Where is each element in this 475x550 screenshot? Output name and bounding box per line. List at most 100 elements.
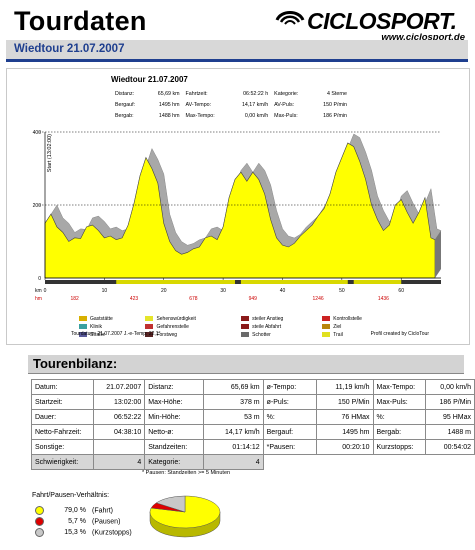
x-tick-label: 0 [44,288,47,294]
x-tick-label: 30 [220,288,226,294]
legend-item: Straße [77,331,143,339]
ratio-percent: 15,3 % [64,529,86,537]
legend-item: steile Abfahrt [239,323,320,331]
pie-slice [155,495,186,513]
legend-item: Gaststätte [77,315,143,323]
summary-label: Kategorie: [144,454,204,470]
legend-item: Schotter [239,331,320,339]
summary-label: Datum: [31,379,94,395]
legend-symbol-icon [145,324,154,330]
ratio-color-icon [35,528,44,537]
elevation-chart: 400 200 0 Start (13:02:00) 0 10 20 30 40 50 60 km hm… [33,130,442,302]
summary-value: 53 m [202,409,264,425]
x-tick-label: 20 [161,288,167,294]
legend-symbol-icon [322,324,331,330]
legend-label: Schotter [252,332,271,338]
summary-value [92,439,146,455]
x-tick-label: 60 [398,288,404,294]
legend-item: Klinik [77,323,143,331]
legend-symbol-icon [241,316,250,322]
legend-symbol-icon [79,332,87,338]
elevation-profile: Wiedtour 21.07.2007 Distanz: 65,69 km Fahr… [6,68,470,345]
stat-label: Bergab: [115,112,134,119]
summary-value: 14,17 km/h [202,424,264,440]
ratio-color-icon [35,517,44,526]
summary-value: 00:54:02 [424,439,475,455]
hm-label: 182 [71,296,80,302]
summary-label: *Pausen: [262,439,317,455]
legend-label: Kontrollstelle [333,316,362,322]
legend-symbol-icon [322,316,331,322]
legend-symbol-icon [145,332,154,338]
tour-title-bar: Wiedtour 21.07.2007 [6,40,468,62]
ratio-item: 15,3 % (Kurzstopps) [35,528,132,539]
stat-value: 14,17 km/h [241,101,269,108]
route-segment [240,280,348,284]
ratio-pie-chart [149,495,221,538]
summary-row: Datum: 21.07.2007 Distanz: 65,69 km ø-Tempo:… [31,379,475,395]
summary-label: Distanz: [144,379,204,395]
summary-label: Max-Höhe: [144,394,204,410]
profile-area [44,142,436,279]
brand-url: www.ciclosport.de [381,32,465,43]
stat-value: 150 P/min [323,101,347,108]
ratio-item: 79,0 % (Fahrt) [35,506,113,517]
legend-label: Gefahrenstelle [156,324,189,330]
summary-value: 21.07.2007 [92,379,146,395]
legend-row: Klinik Gefahrenstelle steile Abfahrt Ziel [77,323,397,331]
legend-label: Sehenswürdigkeit [156,316,196,322]
summary-note: * Pausen: Standzeiten >= 5 Minuten [142,470,231,476]
summary-value: 65,69 km [202,379,264,395]
ratio-item: 5,7 % (Pausen) [35,517,120,528]
pie-slice [149,495,221,529]
stat-label: Distanz: [115,90,135,97]
stat-value: 186 P/min [323,112,347,119]
legend-item: Kontrollstelle [320,315,397,323]
ratio-label: (Fahrt) [92,507,113,515]
stat-label: AV-Puls: [274,101,295,108]
ratio-label: (Pausen) [92,518,121,526]
legend-symbol-icon [241,324,250,330]
legend-symbol-icon [79,324,87,330]
summary-value: 95 HMax [424,409,475,425]
x-tick-label: 40 [280,288,286,294]
legend-row: Straße Forstweg Schotter Trail [77,331,397,339]
legend-item: Ziel [320,323,397,331]
legend-label: Trail [333,332,343,338]
stat-value: 1495 hm [158,101,180,108]
legend-label: Gaststätte [90,316,113,322]
stat-label: Kategorie: [274,90,299,97]
summary-value: 1488 m [424,424,475,440]
chart-title: Wiedtour 21.07.2007 [111,75,188,84]
divider [28,373,464,374]
summary-label: Netto-Fahrzeit: [31,424,94,440]
legend-symbol-icon [322,332,331,338]
summary-table: Datum: 21.07.2007 Distanz: 65,69 km ø-Tempo:… [31,379,475,470]
ratio-color-icon [35,506,44,515]
ratio-percent: 79,0 % [64,507,86,515]
summary-label: Sonstige: [31,439,94,455]
x-tick-label: 10 [102,288,108,294]
stat-label: Max-Puls: [274,112,298,119]
summary-header: Tourenbilanz: [28,355,464,373]
summary-value: 11,19 km/h [315,379,374,395]
summary-row: Netto-Fahrzeit: 04:38:10 Netto-ø: 14,17 km/… [31,424,475,440]
summary-label: Max-Tempo: [372,379,426,395]
hm-label: 1246 [313,296,324,302]
summary-value: 01:14:12 [202,439,264,455]
summary-label: Bergauf: [262,424,317,440]
summary-row: Schwierigkeit: 4 Kategorie: 4 [31,454,475,470]
legend-symbol-icon [145,316,154,322]
summary-row: Startzeit: 13:02:00 Max-Höhe: 378 m ø-Puls: 1… [31,394,475,410]
stat-label: AV-Tempo: [185,101,212,108]
legend-item: Forstweg [143,331,239,339]
hm-label: 678 [189,296,198,302]
summary-value: 150 P/Min [315,394,374,410]
chart-footer-left: Tourdatum: 21.07.2007 J.-e-Temp: 22,1° [71,331,161,337]
chart-stats: Distanz: 65,69 km Fahrtzeit: 06:52:22 h Kate… [111,87,351,122]
y-tick-label: 200 [33,203,42,209]
chart-legend: Gaststätte Sehenswürdigkeit steiler Anstie… [77,315,397,339]
stat-value: 06:52:22 h [243,90,269,97]
legend-row: Gaststätte Sehenswürdigkeit steiler Anstie… [77,315,397,323]
legend-item: Trail [320,331,397,339]
